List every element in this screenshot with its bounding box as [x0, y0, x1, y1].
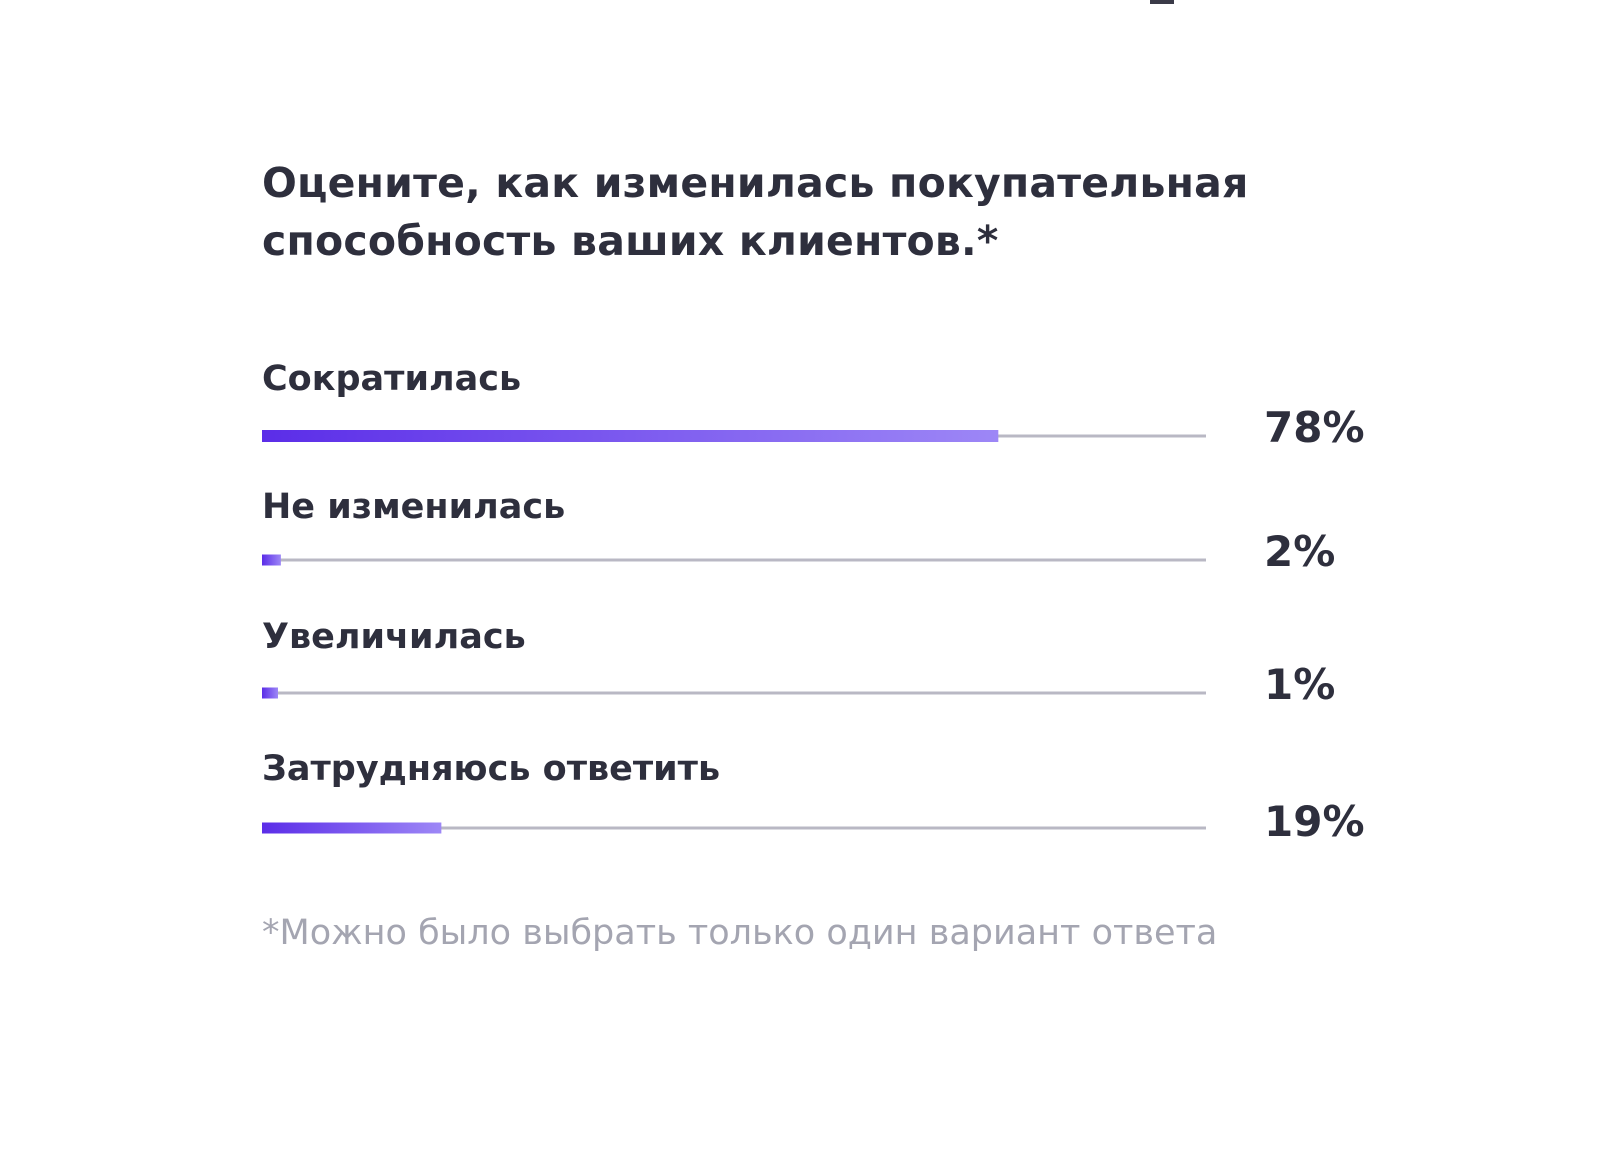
- category-label: Увеличилась: [262, 617, 526, 657]
- top-edge-mark: [1150, 0, 1174, 4]
- bar: [262, 687, 278, 699]
- bar-row: Сократилась 78%: [262, 359, 1365, 452]
- bar-row: Затрудняюсь ответить 19%: [262, 749, 1365, 846]
- category-label: Затрудняюсь ответить: [262, 749, 720, 789]
- value-label: 2%: [1264, 527, 1335, 576]
- bar-row: Увеличилась 1%: [262, 617, 1335, 709]
- footnote: *Можно было выбрать только один вариант …: [262, 913, 1218, 953]
- bar: [262, 822, 442, 834]
- value-label: 1%: [1264, 660, 1335, 709]
- chart-title: Оцените, как изменилась покупательная сп…: [262, 159, 1249, 265]
- bar-row: Не изменилась 2%: [262, 487, 1335, 576]
- category-label: Сократилась: [262, 359, 521, 399]
- bar: [262, 554, 281, 566]
- bar: [262, 430, 999, 442]
- value-label: 78%: [1264, 403, 1365, 452]
- value-label: 19%: [1264, 797, 1365, 846]
- category-label: Не изменилась: [262, 487, 565, 527]
